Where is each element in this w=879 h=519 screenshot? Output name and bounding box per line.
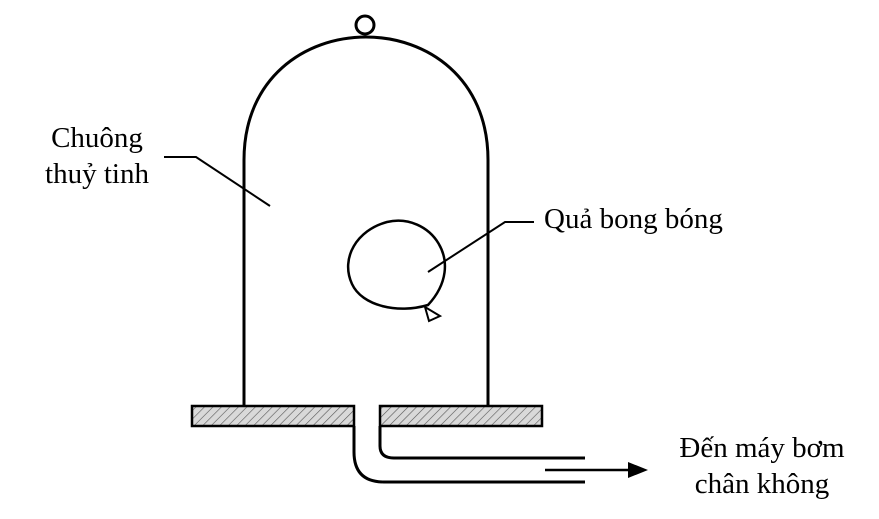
balloon-leader-line bbox=[427, 221, 534, 273]
balloon-label: Quả bong bóng bbox=[544, 203, 723, 235]
bell-jar-label-line2: thuỷ tinh bbox=[45, 158, 149, 190]
bell-jar-knob bbox=[354, 14, 376, 36]
pump-label: Đến máy bơm chân không bbox=[652, 430, 872, 502]
balloon-shape bbox=[346, 219, 447, 310]
pump-arrow-head bbox=[628, 462, 648, 478]
vacuum-pipe-inner bbox=[378, 426, 585, 460]
balloon-knot bbox=[423, 304, 443, 323]
pump-label-line1: Đến máy bơm bbox=[679, 432, 845, 464]
bell-jar-outline bbox=[242, 35, 490, 406]
bell-jar-label: Chuông thuỷ tinh bbox=[30, 120, 164, 192]
bell-jar-label-line1: Chuông bbox=[51, 122, 143, 154]
pump-label-line2: chân không bbox=[694, 468, 830, 500]
bell-jar-leader-line bbox=[164, 156, 271, 207]
base-plate-left bbox=[190, 404, 356, 428]
vacuum-pipe-outer bbox=[352, 426, 585, 484]
base-plate-right bbox=[378, 404, 544, 428]
